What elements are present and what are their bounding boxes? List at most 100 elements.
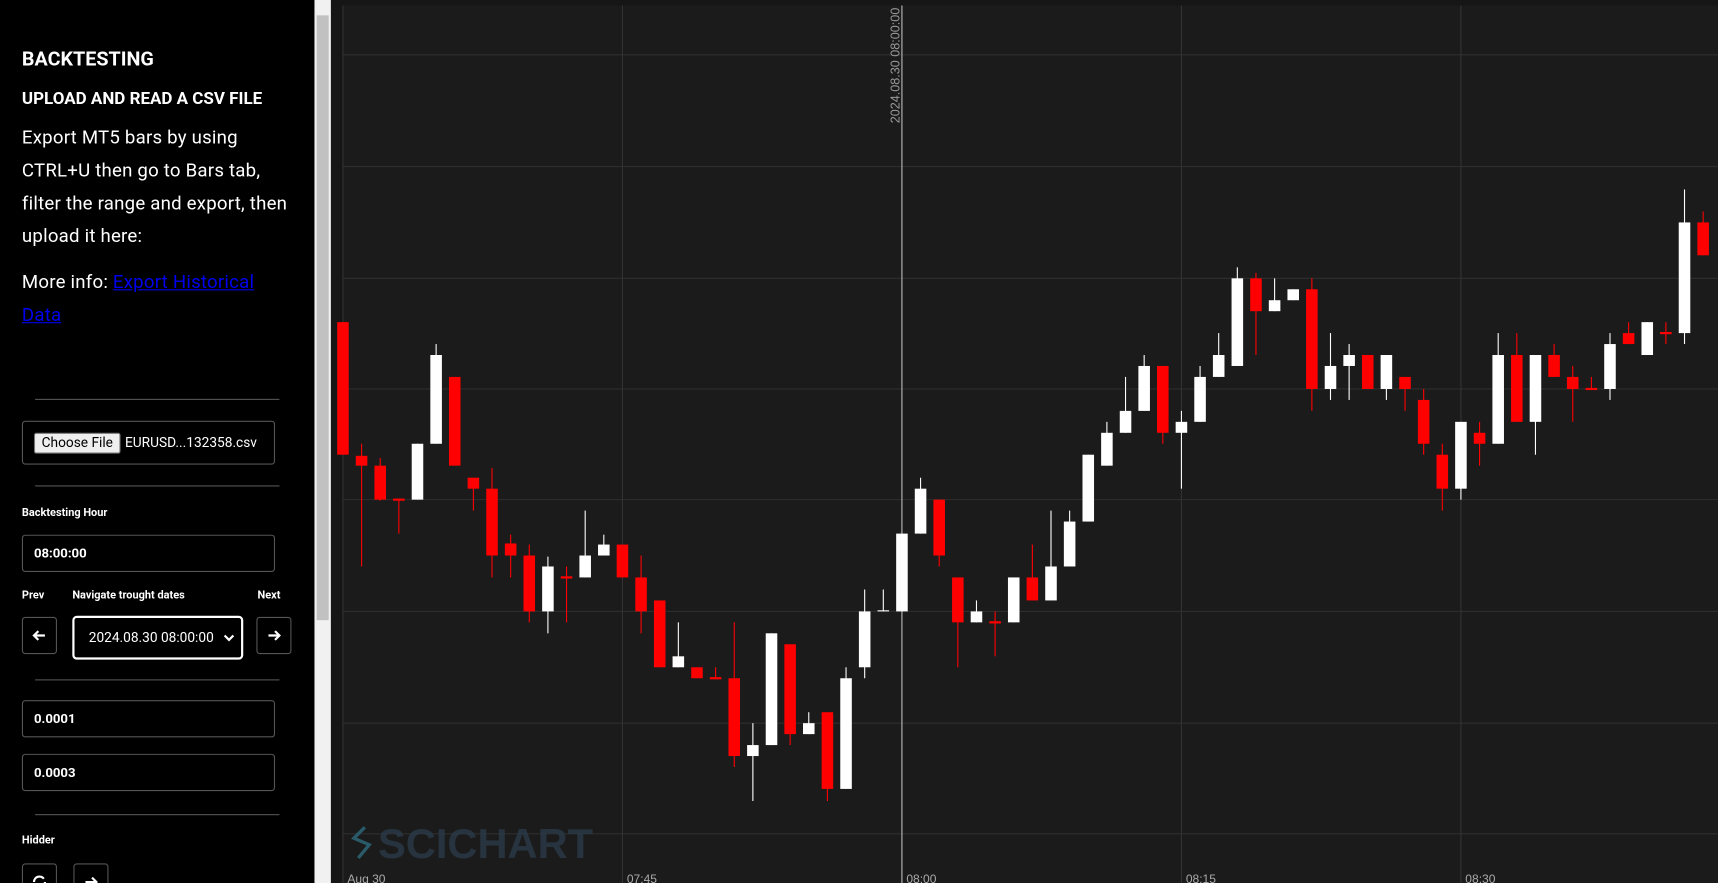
candle-body — [1455, 421, 1467, 489]
link[interactable]: Export Historical Data — [21, 271, 255, 327]
candle-body — [1641, 322, 1654, 356]
candle-body — [1529, 355, 1542, 422]
divider — [0, 398, 314, 400]
candle-body — [486, 488, 498, 556]
candle-body — [374, 465, 386, 500]
divider — [0, 485, 314, 487]
candle-body — [1324, 365, 1337, 389]
candle-body — [747, 745, 759, 757]
candle-body — [393, 498, 405, 501]
hour-input[interactable]: 08:00:00 — [21, 534, 276, 572]
candle-body — [802, 723, 815, 735]
scrollbar[interactable] — [314, 0, 331, 883]
candle-body — [896, 533, 908, 612]
navigate-label: Navigate trought dates — [72, 589, 185, 602]
candle-body — [1063, 521, 1076, 567]
candle-body — [877, 610, 890, 612]
input-1[interactable]: 0.0001 — [21, 700, 276, 738]
candle-body — [1622, 333, 1635, 345]
candle-body — [1511, 355, 1523, 422]
next-button[interactable] — [256, 616, 292, 655]
candle-body — [1101, 432, 1113, 466]
prev-label: Prev — [21, 589, 45, 602]
hidder-label: Hidder — [21, 834, 55, 847]
candle-body — [560, 576, 573, 579]
candle-body — [1175, 421, 1188, 433]
candle-body — [858, 611, 871, 668]
forward-button[interactable] — [73, 863, 109, 883]
candle-body — [1361, 355, 1374, 389]
date-value: 2024.08.30 08:00:00 — [88, 629, 214, 646]
candle-body — [784, 644, 796, 735]
scroll-thumb[interactable] — [316, 15, 329, 621]
candle-body — [952, 577, 964, 623]
candle-body — [840, 678, 852, 789]
candle-body — [355, 455, 368, 466]
candle-body — [691, 667, 703, 679]
candle-body — [1492, 355, 1504, 444]
file-name: EURUSD...132358.csv — [124, 434, 257, 451]
candle-body — [1082, 454, 1095, 522]
divider — [0, 814, 314, 816]
candle-body — [1566, 376, 1579, 389]
candle-body — [1194, 376, 1206, 422]
refresh-button[interactable] — [21, 863, 57, 883]
title: BACKTESTING — [21, 48, 154, 72]
candle-body — [709, 677, 722, 680]
candle-body — [914, 488, 927, 534]
file-input[interactable]: Choose File EURUSD...132358.csv — [21, 420, 276, 465]
prev-button[interactable] — [21, 616, 57, 655]
candle-body — [1119, 410, 1132, 433]
candle-body — [1585, 387, 1598, 391]
candle-body — [970, 611, 983, 623]
watermark-logo — [351, 826, 372, 859]
watermark: SCICHART — [378, 820, 593, 867]
more-info: More info: Export Historical Data — [22, 266, 293, 332]
x-tick-label: 08:00 — [906, 872, 936, 883]
candle-body — [579, 555, 591, 578]
candle-body — [616, 544, 629, 578]
candle-body — [504, 543, 517, 556]
candle-body — [598, 544, 610, 556]
candle-body — [430, 355, 442, 444]
candle-body — [1548, 355, 1560, 377]
annotation-label: 2024.08.30 08:00:00 — [889, 8, 903, 124]
candle-body — [1399, 376, 1411, 389]
candle-body — [542, 566, 554, 612]
candle-body — [1380, 355, 1393, 389]
candle-body — [933, 499, 945, 556]
candle-body — [1660, 331, 1672, 335]
candle-body — [1045, 566, 1057, 601]
candle-body — [821, 712, 834, 789]
x-tick-label: 08:15 — [1186, 872, 1216, 883]
candle-body — [1604, 344, 1616, 389]
candle-body — [1007, 577, 1020, 623]
candle-body — [1678, 222, 1691, 334]
candle-body — [1697, 222, 1709, 256]
candle-body — [1417, 399, 1430, 444]
x-tick-label: 08:30 — [1465, 872, 1495, 883]
input-2[interactable]: 0.0003 — [21, 753, 276, 792]
subtitle: UPLOAD AND READ A CSV FILE — [21, 88, 263, 109]
candle-body — [1306, 289, 1318, 389]
candle-body — [1268, 300, 1281, 312]
sidebar: BACKTESTING UPLOAD AND READ A CSV FILE E… — [0, 0, 315, 883]
candle-body — [1250, 278, 1262, 312]
date-select[interactable]: 2024.08.30 08:00:00 — [72, 615, 244, 660]
arrow-left — [32, 630, 45, 641]
candle-body — [672, 656, 685, 668]
file-button[interactable]: Choose File — [33, 432, 121, 454]
candle-body — [337, 322, 349, 455]
more-info-text: More info: — [21, 271, 113, 294]
candle-body — [411, 443, 424, 500]
candle-body — [728, 678, 741, 757]
candle-body — [1287, 289, 1300, 301]
instructions: Export MT5 bars by using CTRL+U then go … — [21, 127, 288, 248]
candle-body — [1026, 577, 1039, 601]
candle-body — [989, 621, 1001, 624]
next-label: Next — [257, 589, 281, 602]
candle-body — [467, 477, 480, 489]
candle-body — [1473, 432, 1486, 444]
